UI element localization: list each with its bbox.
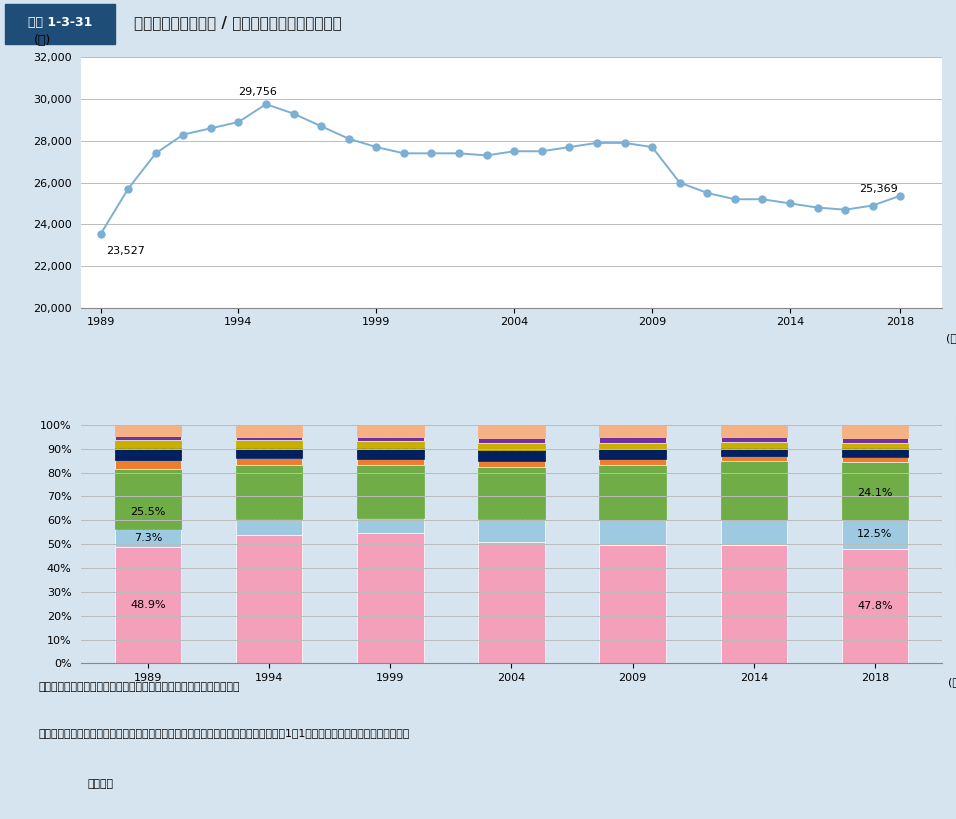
Bar: [236, 437, 302, 441]
Bar: [599, 449, 666, 459]
Bar: [478, 425, 545, 438]
Bar: [599, 465, 666, 520]
Bar: [357, 441, 424, 448]
Bar: [721, 545, 787, 663]
Bar: [357, 448, 424, 459]
Bar: [236, 441, 302, 447]
FancyBboxPatch shape: [5, 4, 115, 43]
Bar: [115, 425, 182, 437]
Bar: [236, 519, 302, 535]
Text: 25,369: 25,369: [858, 183, 898, 194]
Bar: [478, 460, 545, 467]
Bar: [841, 442, 908, 449]
Text: (年): (年): [947, 676, 956, 687]
Bar: [478, 450, 545, 460]
Bar: [841, 550, 908, 663]
Text: 23,527: 23,527: [106, 247, 145, 256]
Bar: [599, 437, 666, 443]
Bar: [357, 425, 424, 437]
Bar: [721, 519, 787, 545]
Bar: [115, 448, 182, 460]
Text: (年): (年): [945, 333, 956, 343]
Text: 29,756: 29,756: [238, 87, 277, 97]
Bar: [115, 529, 182, 547]
Bar: [599, 520, 666, 545]
Bar: [721, 437, 787, 441]
Bar: [236, 465, 302, 519]
Bar: [236, 459, 302, 465]
Bar: [599, 459, 666, 465]
Bar: [478, 541, 545, 663]
Bar: [236, 447, 302, 459]
Bar: [721, 456, 787, 461]
Text: 12.5%: 12.5%: [858, 529, 893, 540]
Text: 図表 1-3-31: 図表 1-3-31: [28, 16, 92, 29]
Bar: [236, 425, 302, 437]
Bar: [721, 447, 787, 456]
Text: 48.9%: 48.9%: [130, 600, 165, 610]
Bar: [721, 441, 787, 447]
Bar: [841, 457, 908, 462]
Bar: [115, 437, 182, 440]
Text: （注）　法定外福利費は、企業の年間負担総額を年間延べ従業員数で除した「従業員1人1か月当たり」の平均値（加重平均）: （注） 法定外福利費は、企業の年間負担総額を年間延べ従業員数で除した「従業員1人…: [38, 728, 409, 738]
Bar: [357, 533, 424, 663]
Bar: [115, 468, 182, 529]
Bar: [357, 437, 424, 441]
Text: 7.3%: 7.3%: [134, 533, 163, 543]
Bar: [599, 425, 666, 437]
Bar: [357, 518, 424, 533]
Bar: [478, 438, 545, 443]
Bar: [478, 467, 545, 519]
Bar: [478, 443, 545, 450]
Bar: [841, 462, 908, 519]
Bar: [721, 425, 787, 437]
Bar: [357, 465, 424, 518]
Bar: [115, 547, 182, 663]
Text: 法定外福利費の推移 / 法定外福利費の内訳の推移: 法定外福利費の推移 / 法定外福利費の内訳の推移: [134, 16, 341, 30]
Bar: [115, 440, 182, 448]
Bar: [841, 425, 908, 438]
Bar: [236, 535, 302, 663]
Text: 25.5%: 25.5%: [130, 507, 165, 517]
Text: である。: である。: [88, 780, 114, 790]
Bar: [357, 459, 424, 465]
Bar: [841, 449, 908, 457]
Bar: [599, 443, 666, 449]
Bar: [478, 519, 545, 541]
Text: 資料：一般社団法人日本経済団体連合会「福利厚生費調査結果報告」: 資料：一般社団法人日本経済団体連合会「福利厚生費調査結果報告」: [38, 681, 240, 692]
Bar: [841, 519, 908, 550]
Bar: [721, 461, 787, 519]
Bar: [115, 460, 182, 468]
Bar: [599, 545, 666, 663]
Text: 47.8%: 47.8%: [858, 601, 893, 611]
Bar: [841, 438, 908, 442]
Text: 24.1%: 24.1%: [858, 488, 893, 498]
Text: (円): (円): [34, 34, 52, 48]
